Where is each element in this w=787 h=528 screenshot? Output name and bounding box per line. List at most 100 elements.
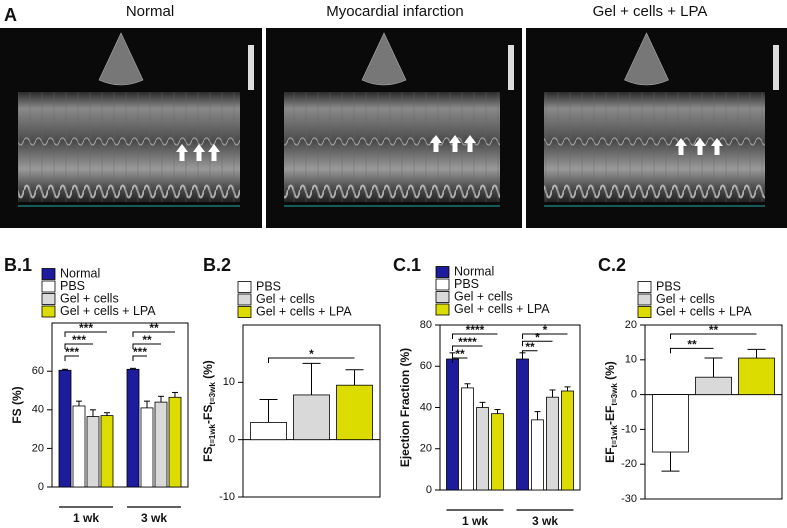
chart: C.1 0 20 40 60 80 Ejection Fraction (%) NormalP… [393,255,581,528]
image-title: Myocardial infarction [326,3,464,20]
panel-label: C.1 [393,255,421,275]
plot-frame [51,322,189,488]
significance-bracket [670,333,757,339]
significance-label: ** [525,340,535,354]
significance-label: ** [455,347,465,361]
bar [58,369,72,488]
bar [446,358,459,491]
significance-bracket [132,331,175,337]
error-bar [345,369,364,386]
error-bar [172,391,178,398]
significance-label: **** [466,323,485,337]
significance-label: * [543,323,548,337]
significance-bracket [132,355,147,361]
y-axis-label-part: -EF [603,406,617,425]
y-axis-label-part: (%) [201,360,215,382]
y-tick-label: -30 [621,493,637,505]
significance-bracket [522,350,538,356]
significance-bracket [64,331,107,337]
arrow [694,138,706,155]
scale-bar [773,45,779,90]
y-tick-label: -20 [621,458,637,470]
error-bar [62,368,68,371]
bar [168,396,182,488]
plot-frame [644,324,783,500]
y-tick-label: 0 [426,484,432,496]
significance-bracket [452,345,483,351]
y-tick-label: 0 [38,481,44,493]
plot-frame [242,324,381,498]
error-bar [259,399,278,423]
error-bar [549,389,556,398]
error-bar [144,400,150,408]
legend-label: Gel + cells [656,292,715,306]
error-bar [479,401,486,408]
significance-bracket [522,333,568,339]
arrow [711,138,723,155]
significance-label: ** [142,333,152,347]
legend-swatch [435,278,450,291]
significance-label: **** [458,335,477,349]
arrow [430,135,442,152]
x-tick-label: 3 wk [141,511,167,525]
error-bar [747,348,766,359]
y-axis-label-part: FS [201,446,215,461]
legend-swatch [435,266,450,278]
error-bar [104,412,110,416]
bar [738,357,775,395]
legend-label: Gel + cells [256,292,315,306]
x-tick-label: 1 wk [73,511,99,525]
error-bar [130,367,136,370]
legend-swatch [41,293,56,305]
significance-bracket [64,343,93,349]
y-axis-label-part: EF [603,447,617,462]
arrow [193,144,205,161]
error-bar [76,400,82,406]
y-axis-label: EFt=1wk-EFt=3wk (%) [603,361,619,463]
bar [100,415,114,488]
error-bar [534,411,541,420]
image-title: Normal [126,3,174,20]
significance-label: *** [79,321,93,335]
error-bar [90,409,96,417]
y-tick-label: 20 [32,442,44,454]
significance-label: ** [709,323,719,337]
legend-label: Gel + cells [454,289,513,303]
panel-label: C.2 [598,255,626,275]
error-bar [704,357,723,378]
y-axis-label-part: t=1wk [610,424,619,447]
bar [140,407,154,488]
significance-label: * [535,330,540,344]
ultrasound-images: Normal Myocardial infarction Gel + cells +… [0,3,787,228]
significance-bracket [452,357,468,363]
bar [86,416,100,488]
y-tick-label: 80 [420,319,432,331]
legend-label: PBS [60,279,85,293]
error-bar [158,395,164,403]
bar [126,368,140,488]
y-tick-label: 20 [420,443,432,455]
bar [293,394,330,441]
significance-bracket [268,357,355,363]
significance-bracket [132,343,161,349]
legend-swatch [637,293,652,306]
y-axis-label-part: t=1wk [208,423,217,446]
image-title: Gel + cells + LPA [593,3,708,20]
y-axis-label-part: FS (%) [10,386,24,423]
m-mode-texture [18,92,240,202]
legend-swatch [435,291,450,303]
bar [491,413,504,491]
legend-label: PBS [454,277,479,291]
scale-bar [248,45,254,90]
significance-label: ** [687,338,697,352]
bar [336,384,373,441]
legend-label: PBS [656,279,681,293]
significance-label: ** [149,321,159,335]
legend-swatch [637,306,652,318]
echo-sector [98,32,144,86]
legend-label: Gel + cells [60,291,119,305]
y-tick-label: 20 [625,319,637,331]
